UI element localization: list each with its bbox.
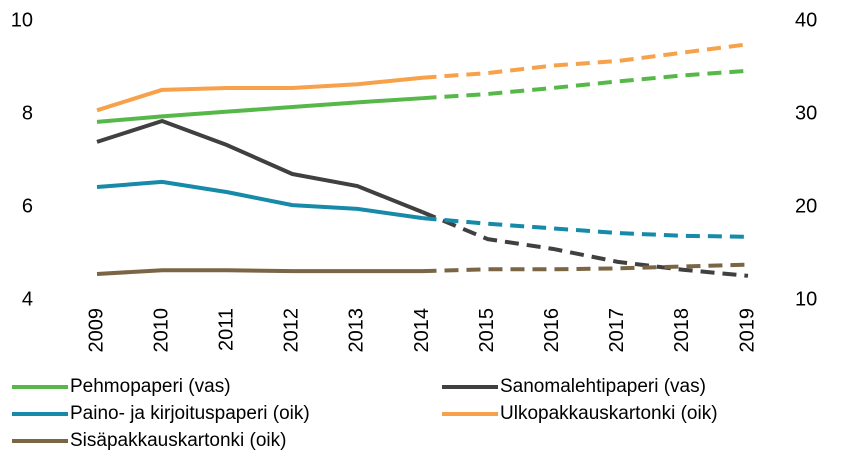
- line: [96, 96, 423, 124]
- x-tick-label: 2011: [215, 308, 237, 351]
- y2-tick-label: 30: [795, 102, 817, 124]
- legend-label: Sisäpakkauskartonki (oik): [70, 430, 286, 451]
- forecast-line: [422, 262, 749, 274]
- x-tick-label: 2015: [476, 308, 498, 353]
- x-tick-label: 2009: [85, 308, 107, 353]
- forecast-line: [422, 68, 749, 101]
- line: [96, 118, 424, 214]
- y2-tick-label: 10: [795, 288, 817, 310]
- x-tick-label: 2016: [541, 308, 563, 353]
- forecast-line: [422, 216, 749, 239]
- y-tick-label: 8: [22, 102, 33, 124]
- x-tick-label: 2010: [150, 308, 172, 353]
- line: [96, 179, 423, 221]
- legend-label: Pehmopaperi (vas): [70, 376, 231, 397]
- y2-tick-label: 20: [795, 195, 817, 217]
- line: [96, 268, 423, 276]
- y-tick-label: 10: [11, 9, 33, 31]
- x-tick-label: 2017: [606, 308, 628, 353]
- x-tick-label: 2012: [281, 308, 303, 353]
- line: [96, 75, 423, 113]
- legend-label: Sanomalehtipaperi (vas): [500, 376, 706, 397]
- y-tick-label: 6: [22, 195, 33, 217]
- x-tick-label: 2019: [736, 308, 758, 353]
- y2-tick-label: 40: [795, 9, 817, 31]
- legend-label: Ulkopakkauskartonki (oik): [500, 403, 718, 424]
- x-tick-label: 2014: [411, 308, 433, 353]
- x-tick-label: 2018: [671, 308, 693, 353]
- x-tick-label: 2013: [346, 308, 368, 353]
- y-tick-label: 4: [22, 288, 33, 310]
- forecast-line: [422, 42, 749, 80]
- legend-label: Paino- ja kirjoituspaperi (oik): [70, 403, 310, 424]
